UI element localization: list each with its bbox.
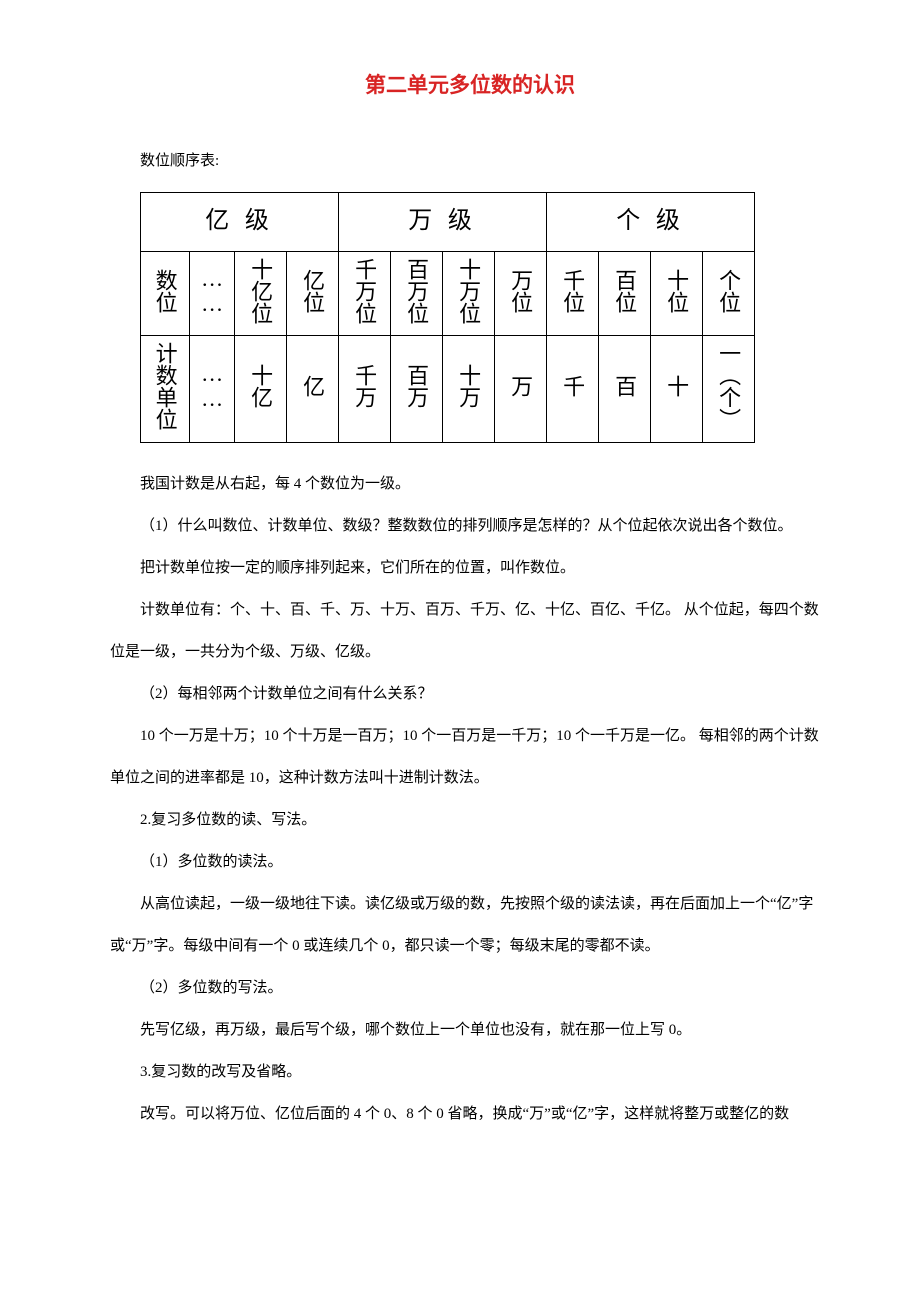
unit-cell: 十	[651, 336, 703, 442]
digit-cell: 个位	[703, 251, 755, 335]
unit-cell: 千万	[339, 336, 391, 442]
body-paragraph: （2）每相邻两个计数单位之间有什么关系？	[110, 673, 830, 715]
place-value-table: 亿 级 万 级 个 级 数位 …… 十亿位 亿位 千万位 百万位 十万位 万位 …	[140, 192, 755, 442]
unit-cell: 百万	[391, 336, 443, 442]
group-wan: 万 级	[339, 193, 547, 252]
body-paragraph: 先写亿级，再万级，最后写个级，哪个数位上一个单位也没有，就在那一位上写 0。	[110, 1009, 830, 1051]
body-paragraph: （1）什么叫数位、计数单位、数级？整数数位的排列顺序是怎样的？从个位起依次说出各…	[110, 505, 830, 547]
unit-cell: 十亿	[235, 336, 287, 442]
unit-cell: 一（个）	[703, 336, 755, 442]
digit-cell: 千万位	[339, 251, 391, 335]
body-paragraph: 把计数单位按一定的顺序排列起来，它们所在的位置，叫作数位。	[110, 547, 830, 589]
body-paragraph: 3.复习数的改写及省略。	[110, 1051, 830, 1093]
unit-cell: 亿	[287, 336, 339, 442]
table-digits-row: 数位 …… 十亿位 亿位 千万位 百万位 十万位 万位 千位 百位 十位 个位	[141, 251, 755, 335]
intro-text: 数位顺序表:	[110, 140, 830, 182]
digit-cell: 百位	[599, 251, 651, 335]
unit-cell: 万	[495, 336, 547, 442]
body-paragraph: 10 个一万是十万；10 个十万是一百万；10 个一百万是一千万；10 个一千万…	[110, 715, 830, 799]
body-paragraph: 计数单位有：个、十、百、千、万、十万、百万、千万、亿、十亿、百亿、千亿。 从个位…	[110, 589, 830, 673]
group-ge: 个 级	[547, 193, 755, 252]
body-paragraph: 改写。可以将万位、亿位后面的 4 个 0、8 个 0 省略，换成“万”或“亿”字…	[110, 1093, 830, 1135]
units-dots: ……	[190, 336, 235, 442]
body-paragraph: 从高位读起，一级一级地往下读。读亿级或万级的数，先按照个级的读法读，再在后面加上…	[110, 883, 830, 967]
digits-dots: ……	[190, 251, 235, 335]
place-value-table-wrapper: 亿 级 万 级 个 级 数位 …… 十亿位 亿位 千万位 百万位 十万位 万位 …	[140, 192, 830, 442]
digit-cell: 亿位	[287, 251, 339, 335]
unit-cell: 千	[547, 336, 599, 442]
table-units-row: 计数单位 …… 十亿 亿 千万 百万 十万 万 千 百 十 一（个）	[141, 336, 755, 442]
digit-cell: 千位	[547, 251, 599, 335]
digit-cell: 万位	[495, 251, 547, 335]
table-group-row: 亿 级 万 级 个 级	[141, 193, 755, 252]
digits-row-label: 数位	[141, 251, 190, 335]
digit-cell: 十万位	[443, 251, 495, 335]
body-paragraph: （1）多位数的读法。	[110, 841, 830, 883]
body-paragraph: 我国计数是从右起，每 4 个数位为一级。	[110, 463, 830, 505]
unit-cell: 十万	[443, 336, 495, 442]
body-paragraph: （2）多位数的写法。	[110, 967, 830, 1009]
digit-cell: 十位	[651, 251, 703, 335]
page-title: 第二单元多位数的认识	[110, 60, 830, 110]
digit-cell: 百万位	[391, 251, 443, 335]
group-yi: 亿 级	[141, 193, 339, 252]
units-row-label: 计数单位	[141, 336, 190, 442]
body-paragraph: 2.复习多位数的读、写法。	[110, 799, 830, 841]
digit-cell: 十亿位	[235, 251, 287, 335]
unit-cell: 百	[599, 336, 651, 442]
